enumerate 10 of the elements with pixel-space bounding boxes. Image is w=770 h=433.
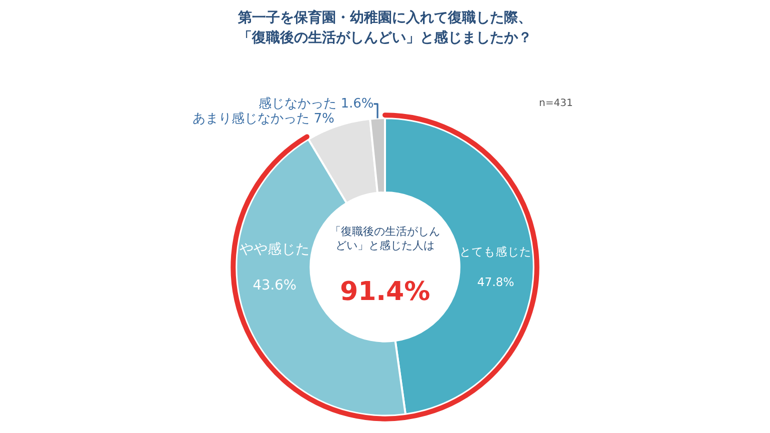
data-label: 43.6% [252,277,297,294]
data-label: 47.8% [477,274,514,289]
text: 「復職後の生活がしんどい」と感じた人は [329,224,441,253]
slice-label: 感じなかった 1.6% [258,96,374,112]
slice-label: とても感じた [460,244,532,259]
slice-label: やや感じた [240,242,310,258]
text: 91.4% [340,277,430,307]
chart-title: 第一子を保育園・幼稚園に入れて復職した際、「復職後の生活がしんどい」と感じましたか？ [237,8,533,48]
text: n=431 [539,98,573,109]
slice-label: あまり感じなかった 7% [192,111,334,126]
